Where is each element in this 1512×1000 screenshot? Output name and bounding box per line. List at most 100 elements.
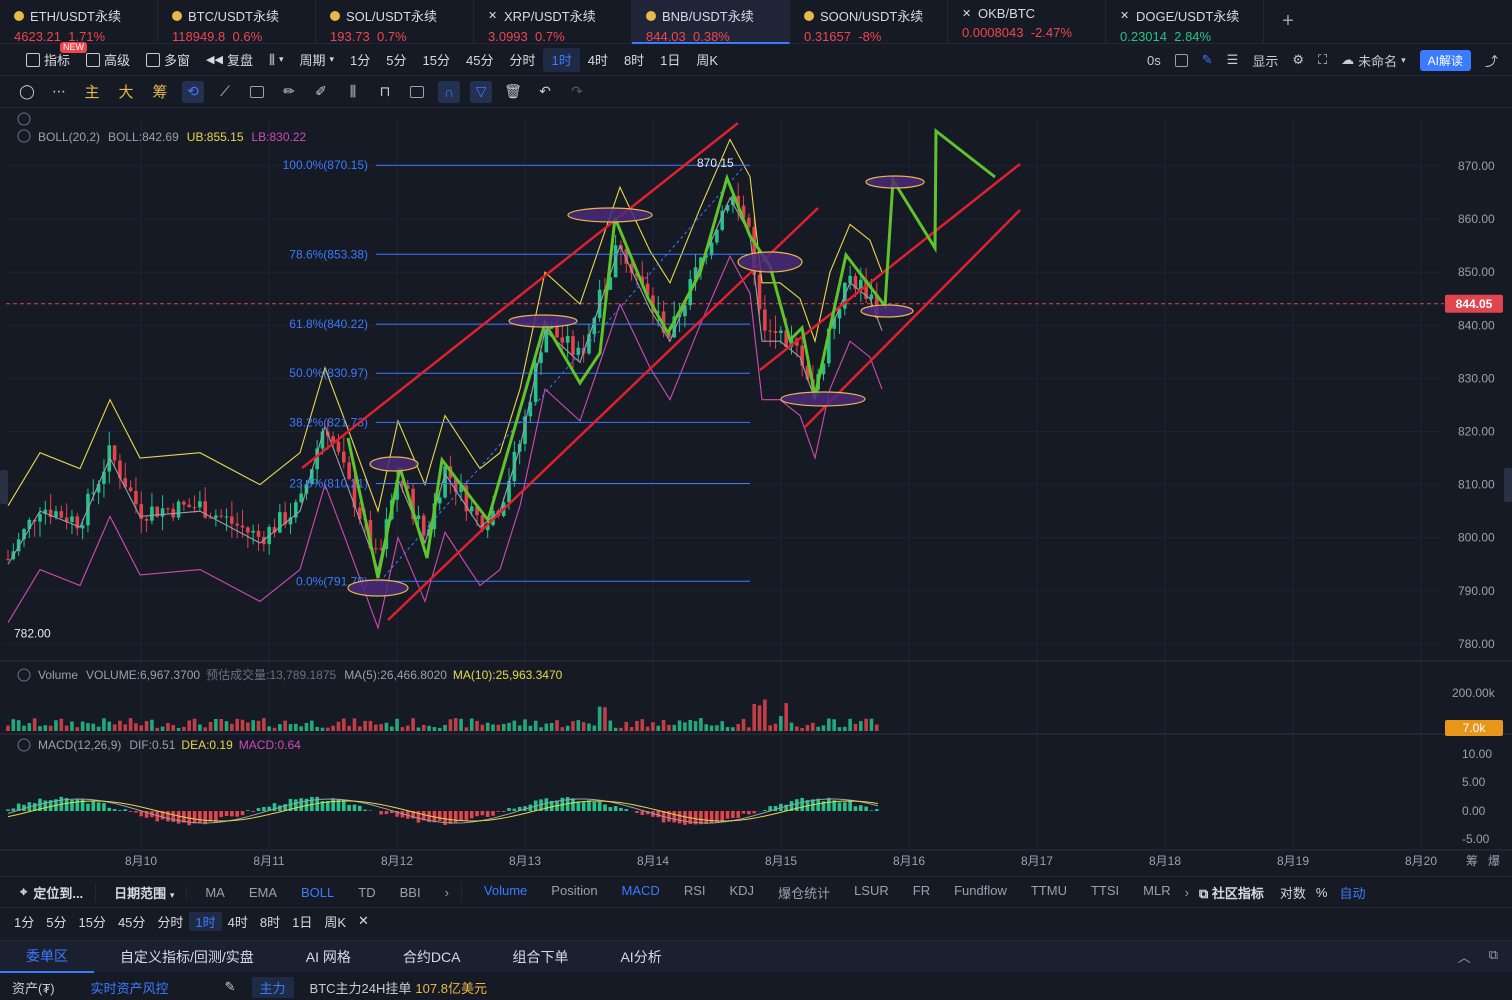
ticker-tab[interactable]: ✕ DOGE/USDT永续 0.23014 2.84% bbox=[1106, 0, 1264, 44]
sub-indicator-option[interactable]: LSUR bbox=[854, 882, 889, 898]
period-option[interactable]: 5分 bbox=[386, 53, 407, 68]
edit-icon[interactable] bbox=[406, 81, 428, 103]
indicator-button[interactable]: 指标 NEW bbox=[18, 41, 87, 72]
sub-indicator-option[interactable]: MACD bbox=[621, 882, 660, 898]
ticker-tab[interactable]: ✕ XRP/USDT永续 3.0993 0.7% bbox=[474, 0, 632, 44]
ticker-tab[interactable]: ETH/USDT永续 4623.21 1.71% bbox=[0, 0, 158, 44]
period-option[interactable]: 1时 bbox=[543, 47, 580, 72]
candles-tool-icon[interactable]: ⫼ bbox=[349, 83, 357, 99]
sub-indicator-option[interactable]: Position bbox=[551, 882, 598, 898]
ellipse-tool-icon[interactable]: ◯ bbox=[19, 83, 35, 99]
community-indicators-button[interactable]: ⧉ 社区指标 bbox=[1198, 885, 1264, 901]
period-bar-option[interactable]: 45分 bbox=[117, 914, 146, 930]
risk-link[interactable]: 实时资产风控 bbox=[90, 980, 169, 996]
add-tab-icon[interactable]: + bbox=[1282, 10, 1294, 32]
period-option[interactable]: 8时 bbox=[623, 53, 645, 68]
period-bar-option[interactable]: 4时 bbox=[227, 914, 248, 930]
bottom-tab[interactable]: 自定义指标/回测/实盘 bbox=[120, 948, 254, 965]
log-scale-button[interactable]: 对数 bbox=[1279, 885, 1306, 901]
period-option[interactable]: 15分 bbox=[422, 53, 450, 68]
auto-scale-button[interactable]: 自动 bbox=[1339, 885, 1366, 901]
advanced-button[interactable]: 高级 bbox=[78, 48, 138, 72]
period-option[interactable]: 1分 bbox=[350, 53, 371, 68]
camera-icon[interactable] bbox=[1174, 53, 1188, 67]
sub-indicator-option[interactable]: TTMU bbox=[1030, 882, 1067, 898]
main-indicator-option[interactable]: BOLL bbox=[301, 884, 335, 900]
period-option[interactable]: 4时 bbox=[587, 53, 608, 68]
chart-canvas[interactable]: 100.0%(870.15) 78.6%(853.38) 61.8%(840.22)… bbox=[0, 108, 1512, 882]
sub-indicator-option[interactable]: KDJ bbox=[729, 882, 755, 898]
locate-button[interactable]: ⌖ 定位到... bbox=[20, 884, 84, 901]
period-bar-option[interactable]: 8时 bbox=[259, 914, 281, 930]
period-bar-option[interactable]: 周K bbox=[324, 914, 347, 930]
period-option[interactable]: 45分 bbox=[465, 53, 494, 68]
sub-indicator-option[interactable]: TTSI bbox=[1090, 882, 1120, 898]
main-force-button[interactable]: 主 bbox=[84, 84, 100, 101]
period-bar-option[interactable]: 5分 bbox=[46, 914, 67, 930]
magnet-snap-icon[interactable]: ∩ bbox=[438, 80, 460, 103]
ticker-tab[interactable]: BNB/USDT永续 844.03 0.38% bbox=[632, 0, 790, 44]
display-button[interactable]: 显示 bbox=[1252, 53, 1279, 69]
bottom-tab[interactable]: AI分析 bbox=[620, 948, 662, 965]
main-indicator-option[interactable]: TD bbox=[358, 884, 376, 900]
date-range-dropdown[interactable]: 日期范围 ▾ bbox=[95, 882, 186, 902]
ticker-tab[interactable]: SOON/USDT永续 0.31657 -8% bbox=[790, 0, 948, 44]
ai-interpret-button[interactable]: AI解读 bbox=[1419, 49, 1471, 71]
replay-button[interactable]: ◀◀ 复盘 bbox=[206, 53, 253, 68]
period-bar-option[interactable]: 分时 bbox=[157, 914, 184, 930]
period-dropdown[interactable]: 周期 ▾ bbox=[299, 53, 335, 68]
sub-indicator-option[interactable]: RSI bbox=[683, 882, 706, 898]
ticker-tab[interactable]: ✕ OKB/BTC 0.0008043 -2.47% bbox=[948, 0, 1106, 44]
period-option[interactable]: 分时 bbox=[509, 53, 536, 68]
sub-indicator-option[interactable]: MLR bbox=[1143, 882, 1171, 898]
trend-line-icon[interactable]: ⟋ bbox=[220, 83, 230, 99]
share-icon[interactable]: ⤴ bbox=[1484, 53, 1498, 69]
brush-icon[interactable]: ✐ bbox=[315, 83, 327, 99]
redo-icon[interactable]: ↷ bbox=[571, 83, 583, 99]
chip-button[interactable]: 筹 bbox=[152, 84, 168, 101]
filter-icon[interactable]: ▽ bbox=[470, 80, 492, 103]
sub-indicator-option[interactable]: FR bbox=[912, 882, 931, 898]
more-icon[interactable]: ⋯ bbox=[52, 83, 66, 99]
sub-indicator-option[interactable]: Volume bbox=[483, 882, 528, 898]
close-icon[interactable]: ✕ bbox=[358, 913, 369, 928]
list-icon[interactable]: ☰ bbox=[1226, 52, 1239, 67]
ticker-tab[interactable]: BTC/USDT永续 118949.8 0.6% bbox=[158, 0, 316, 44]
period-bar-option[interactable]: 15分 bbox=[78, 914, 106, 930]
period-option[interactable]: 1日 bbox=[660, 53, 681, 68]
magnet-icon[interactable]: ⟲ bbox=[182, 80, 204, 103]
trash-icon[interactable]: 🗑 bbox=[504, 83, 522, 99]
period-bar-option[interactable]: 1分 bbox=[14, 914, 35, 930]
sub-indicator-option[interactable]: 爆仓统计 bbox=[778, 885, 831, 901]
bottom-tab[interactable]: 组合下单 bbox=[512, 948, 569, 965]
popout-icon[interactable]: ⧉ bbox=[1488, 947, 1498, 962]
period-bar-option[interactable]: 1日 bbox=[292, 914, 313, 930]
main-indicator-option[interactable]: MA bbox=[205, 884, 225, 900]
price-chart[interactable]: 100.0%(870.15) 78.6%(853.38) 61.8%(840.22)… bbox=[0, 108, 1512, 882]
period-option[interactable]: 周K bbox=[696, 53, 719, 68]
lock-icon[interactable]: ⊓ bbox=[379, 83, 391, 99]
edit-icon[interactable]: ✎ bbox=[224, 979, 236, 994]
chevron-up-icon[interactable]: ︿ bbox=[1457, 950, 1471, 965]
bottom-tab[interactable]: 委单区 bbox=[0, 941, 94, 973]
main-indicator-option[interactable]: BBI bbox=[399, 884, 421, 900]
pencil-icon[interactable]: ✎ bbox=[1201, 52, 1213, 67]
chevron-right-icon[interactable]: › bbox=[444, 884, 449, 900]
undo-icon[interactable]: ↶ bbox=[539, 83, 551, 99]
percent-scale-button[interactable]: % bbox=[1315, 884, 1328, 900]
ruler-icon[interactable]: ✏ bbox=[283, 83, 295, 99]
fullscreen-icon[interactable]: ⛶ bbox=[1317, 52, 1328, 67]
account-dropdown[interactable]: ☁ 未命名 ▾ bbox=[1341, 52, 1406, 69]
settings-icon[interactable]: ⚙ bbox=[1292, 52, 1304, 67]
multi-window-button[interactable]: 多窗 bbox=[138, 48, 198, 72]
bottom-tab[interactable]: AI 网格 bbox=[305, 948, 351, 965]
chart-type-dropdown[interactable]: ⫼ ▾ bbox=[261, 48, 292, 72]
big-order-button[interactable]: 大 bbox=[118, 84, 134, 101]
bookmark-icon[interactable] bbox=[246, 81, 268, 103]
main-indicator-option[interactable]: EMA bbox=[248, 884, 278, 900]
sub-indicator-option[interactable]: Fundflow bbox=[954, 882, 1007, 898]
bottom-tab[interactable]: 合约DCA bbox=[402, 948, 461, 965]
ticker-tab[interactable]: SOL/USDT永续 193.73 0.7% bbox=[316, 0, 474, 44]
period-bar-option[interactable]: 1时 bbox=[189, 911, 222, 931]
chevron-right-icon[interactable]: › bbox=[1184, 884, 1189, 900]
